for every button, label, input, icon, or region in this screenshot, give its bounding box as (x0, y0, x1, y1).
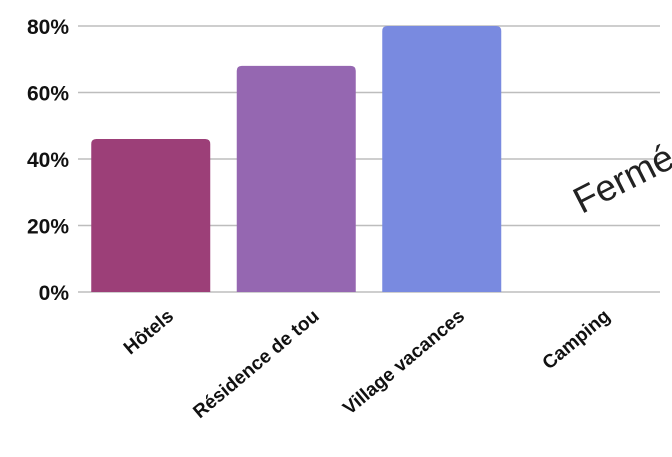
bar-3 (382, 26, 502, 292)
bars (91, 26, 502, 293)
annotation-label: Fermé (567, 136, 672, 221)
y-tick-label: 60% (27, 83, 69, 106)
bar-2 (236, 65, 356, 293)
x-category-label: Résidence de tou (189, 306, 323, 423)
annotations: Fermé (567, 136, 672, 221)
x-category-label: Hôtels (120, 306, 178, 359)
x-axis-labels: Hôtels Résidence de tou Village vacances Ca… (120, 306, 614, 423)
y-tick-label: 80% (27, 16, 69, 39)
x-category-label: Village vacances (339, 306, 469, 420)
y-tick-label: 0% (39, 282, 70, 305)
y-tick-label: 20% (27, 216, 69, 239)
bar-1 (91, 139, 211, 292)
y-axis-ticks: 0% 20% 40% 60% 80% (27, 16, 69, 305)
y-tick-label: 40% (27, 149, 69, 172)
x-category-label: Camping (539, 306, 615, 374)
